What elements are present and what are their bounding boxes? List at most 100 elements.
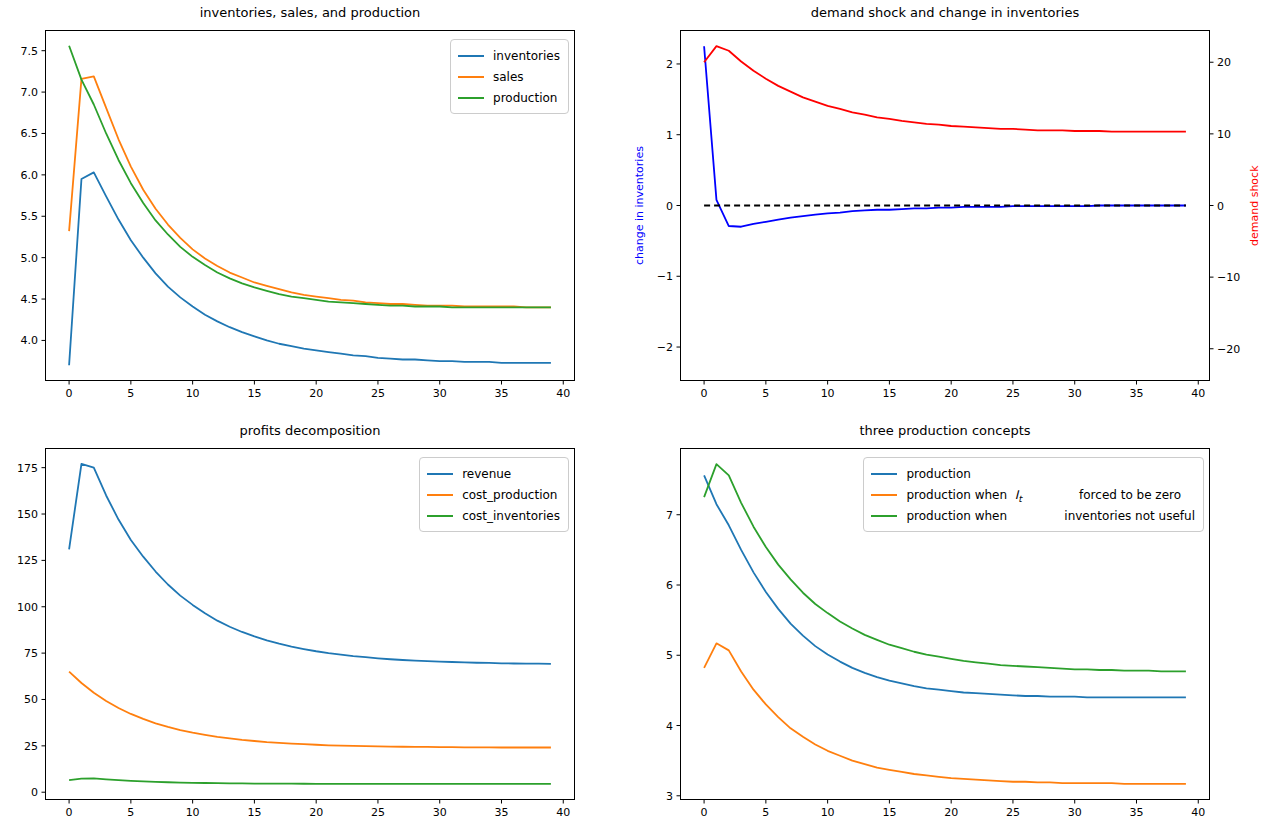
legend-line-sample — [427, 494, 453, 496]
legend-line-sample — [458, 97, 484, 99]
legend-label-text: production — [906, 467, 970, 481]
x-tick-label: 35 — [494, 387, 508, 400]
legend-item: cost_production — [427, 484, 560, 505]
series-line-cost-production — [69, 672, 551, 748]
x-tick-label: 40 — [556, 387, 570, 400]
y-tick-label: −1 — [657, 270, 673, 283]
x-tick-label: 20 — [944, 806, 958, 819]
legend-line-sample — [458, 55, 484, 57]
y-tick-label: 4 — [666, 720, 673, 733]
x-tick-label: 40 — [1191, 806, 1205, 819]
x-tick-label: 25 — [1006, 387, 1020, 400]
y-tick-label: 7.0 — [21, 86, 39, 99]
x-tick-label: 40 — [1191, 387, 1205, 400]
x-tick-label: 40 — [556, 806, 570, 819]
y-tick-label: 7.5 — [21, 45, 39, 58]
legend-item-label: cost_inventories — [462, 509, 560, 523]
x-tick-label: 20 — [944, 387, 958, 400]
x-tick-label: 5 — [762, 387, 769, 400]
legend-label-text: cost_inventories — [462, 509, 560, 523]
y-tick-label: 175 — [17, 462, 38, 475]
legend-line-sample — [871, 473, 897, 475]
legend-item: revenue — [427, 463, 560, 484]
y-right-tick-label: −20 — [1217, 343, 1240, 356]
y-tick-label: 125 — [17, 554, 38, 567]
y-tick-label: 0 — [666, 200, 673, 213]
x-tick-label: 0 — [701, 806, 708, 819]
x-tick-label: 10 — [186, 806, 200, 819]
legend-line-sample — [427, 473, 453, 475]
x-tick-label: 15 — [247, 806, 261, 819]
legend-item: production when inventories not useful — [871, 505, 1195, 526]
legend-label-text: inventories — [493, 49, 560, 63]
y-right-tick-label: 20 — [1217, 56, 1231, 69]
y-tick-label: 150 — [17, 508, 38, 521]
series-line-demand-shock — [704, 46, 1186, 132]
chart-title-demand-shock: demand shock and change in inventories — [680, 5, 1210, 21]
legend-label-text: forced to be zero — [1022, 488, 1181, 502]
legend-item: sales — [458, 66, 560, 87]
chart-title-inventories-sales-production: inventories, sales, and production — [45, 5, 575, 21]
y-axis-label-demand-shock: demand shock — [1248, 30, 1262, 381]
legend-label-text: production — [493, 91, 557, 105]
legend-item-label: production when It forced to be zero — [906, 488, 1181, 502]
x-tick-label: 30 — [1068, 387, 1082, 400]
y-tick-label: 5.0 — [21, 252, 39, 265]
legend-item-label: cost_production — [462, 488, 557, 502]
legend-line-sample — [458, 76, 484, 78]
legend-item: production — [458, 87, 560, 108]
legend-plot3: revenue cost_production cost_inventories — [419, 457, 569, 532]
legend-item-label: sales — [493, 70, 524, 84]
x-tick-label: 35 — [1129, 806, 1143, 819]
plot-area-plot2: 0510152025303540−2−1012−20−1001020 — [680, 30, 1210, 381]
y-tick-label: 100 — [17, 601, 38, 614]
y-tick-label: 3 — [666, 790, 673, 803]
y-tick-label: 5.5 — [21, 210, 39, 223]
y-axis-label-change-in-inventories: change in inventories — [633, 30, 647, 381]
chart-title-three-production-concepts: three production concepts — [680, 423, 1210, 439]
x-tick-label: 15 — [882, 387, 896, 400]
y-right-tick-label: −10 — [1217, 271, 1240, 284]
legend-plot4: production production when It forced to b… — [863, 457, 1204, 532]
series-line-cost-inventories — [69, 778, 551, 784]
x-tick-label: 20 — [309, 387, 323, 400]
x-tick-label: 25 — [1006, 806, 1020, 819]
legend-label-text: production when inventories not useful — [906, 509, 1195, 523]
legend-plot1: inventories sales production — [450, 39, 569, 114]
y-right-tick-label: 10 — [1217, 128, 1231, 141]
legend-item: production — [871, 463, 1195, 484]
y-tick-label: −2 — [657, 341, 673, 354]
x-tick-label: 5 — [762, 806, 769, 819]
legend-item-label: inventories — [493, 49, 560, 63]
legend-item: inventories — [458, 45, 560, 66]
x-tick-label: 35 — [1129, 387, 1143, 400]
x-tick-label: 0 — [66, 387, 73, 400]
series-line-production-when-i-t-forced-to-be-zero — [704, 643, 1186, 784]
legend-item: production when It forced to be zero — [871, 484, 1195, 505]
x-tick-label: 30 — [433, 806, 447, 819]
y-right-tick-label: 0 — [1217, 200, 1224, 213]
legend-label-text: revenue — [462, 467, 511, 481]
legend-item-label: production when inventories not useful — [906, 509, 1195, 523]
y-tick-label: 7 — [666, 509, 673, 522]
y-tick-label: 5 — [666, 649, 673, 662]
legend-item-label: production — [906, 467, 970, 481]
legend-line-sample — [427, 515, 453, 517]
legend-item-label: revenue — [462, 467, 511, 481]
x-tick-label: 0 — [66, 806, 73, 819]
chart-title-profits-decomposition: profits decomposition — [45, 423, 575, 439]
x-tick-label: 30 — [433, 387, 447, 400]
series-line-change-in-inventories — [704, 46, 1186, 226]
x-tick-label: 15 — [882, 806, 896, 819]
x-tick-label: 30 — [1068, 806, 1082, 819]
y-tick-label: 2 — [666, 58, 673, 71]
x-tick-label: 15 — [247, 387, 261, 400]
legend-label-text: sales — [493, 70, 524, 84]
y-tick-label: 6 — [666, 579, 673, 592]
x-tick-label: 10 — [186, 387, 200, 400]
x-tick-label: 25 — [371, 806, 385, 819]
x-tick-label: 10 — [821, 387, 835, 400]
legend-label-text: production when — [906, 488, 1014, 502]
x-tick-label: 5 — [127, 387, 134, 400]
legend-line-sample — [871, 515, 897, 517]
